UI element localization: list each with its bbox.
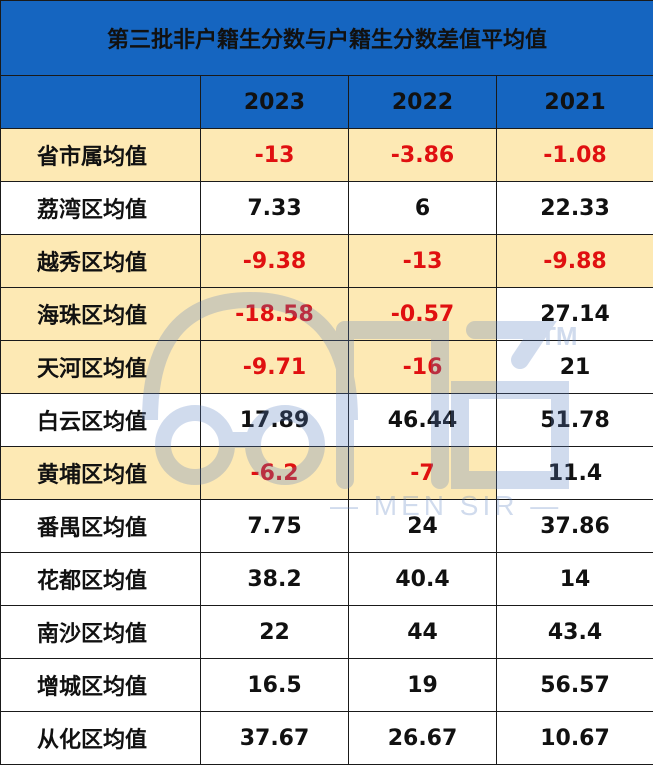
- row-label: 白云区均值: [1, 394, 201, 447]
- row-label: 天河区均值: [1, 341, 201, 394]
- row-label: 增城区均值: [1, 659, 201, 712]
- value-cell-2022: -0.57: [349, 288, 497, 341]
- header-cell-blank: [1, 76, 201, 129]
- value-cell-2022: -3.86: [349, 129, 497, 182]
- row-label: 从化区均值: [1, 712, 201, 765]
- row-label: 省市属均值: [1, 129, 201, 182]
- row-label: 番禺区均值: [1, 500, 201, 553]
- value-cell-2022: 26.67: [349, 712, 497, 765]
- value-cell-2021: 43.4: [497, 606, 653, 659]
- value-cell-2023: 38.2: [201, 553, 349, 606]
- header-cell-2023: 2023: [201, 76, 349, 129]
- value-cell-2023: -18.58: [201, 288, 349, 341]
- value-cell-2022: -16: [349, 341, 497, 394]
- value-cell-2022: -7: [349, 447, 497, 500]
- value-cell-2021: 27.14: [497, 288, 653, 341]
- value-cell-2021: 21: [497, 341, 653, 394]
- value-cell-2022: 19: [349, 659, 497, 712]
- value-cell-2021: -1.08: [497, 129, 653, 182]
- row-label: 越秀区均值: [1, 235, 201, 288]
- row-label: 南沙区均值: [1, 606, 201, 659]
- row-label: 海珠区均值: [1, 288, 201, 341]
- value-cell-2021: 37.86: [497, 500, 653, 553]
- value-cell-2021: 56.57: [497, 659, 653, 712]
- value-cell-2021: 10.67: [497, 712, 653, 765]
- table-header-row: 2023 2022 2021: [1, 76, 653, 129]
- value-cell-2022: 6: [349, 182, 497, 235]
- value-cell-2023: -6.2: [201, 447, 349, 500]
- value-cell-2021: -9.88: [497, 235, 653, 288]
- value-cell-2023: 17.89: [201, 394, 349, 447]
- value-cell-2022: 46.44: [349, 394, 497, 447]
- header-cell-2021: 2021: [497, 76, 653, 129]
- value-cell-2023: 22: [201, 606, 349, 659]
- value-cell-2023: 7.75: [201, 500, 349, 553]
- table-row: 越秀区均值-9.38-13-9.88: [1, 235, 653, 288]
- value-cell-2023: -9.71: [201, 341, 349, 394]
- value-cell-2023: 7.33: [201, 182, 349, 235]
- row-label: 荔湾区均值: [1, 182, 201, 235]
- table-title-row: 第三批非户籍生分数与户籍生分数差值平均值: [1, 1, 653, 76]
- table-row: 省市属均值-13-3.86-1.08: [1, 129, 653, 182]
- value-cell-2021: 11.4: [497, 447, 653, 500]
- table-title: 第三批非户籍生分数与户籍生分数差值平均值: [1, 1, 653, 76]
- value-cell-2023: 16.5: [201, 659, 349, 712]
- value-cell-2022: -13: [349, 235, 497, 288]
- header-cell-2022: 2022: [349, 76, 497, 129]
- value-cell-2021: 14: [497, 553, 653, 606]
- value-cell-2023: 37.67: [201, 712, 349, 765]
- value-cell-2022: 40.4: [349, 553, 497, 606]
- value-cell-2021: 22.33: [497, 182, 653, 235]
- value-cell-2023: -13: [201, 129, 349, 182]
- row-label: 花都区均值: [1, 553, 201, 606]
- value-cell-2022: 44: [349, 606, 497, 659]
- value-cell-2021: 51.78: [497, 394, 653, 447]
- value-cell-2022: 24: [349, 500, 497, 553]
- value-cell-2023: -9.38: [201, 235, 349, 288]
- row-label: 黄埔区均值: [1, 447, 201, 500]
